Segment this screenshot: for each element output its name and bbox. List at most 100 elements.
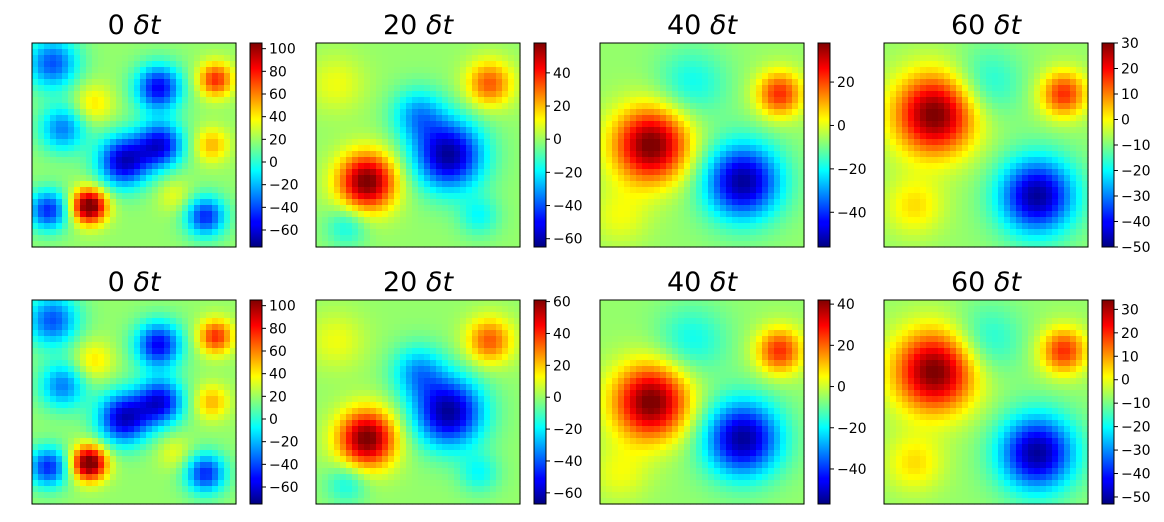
- heatmap-cell: [340, 109, 347, 116]
- heatmap-cell: [618, 241, 625, 248]
- heatmap-cell: [726, 139, 733, 146]
- heatmap-cell: [364, 85, 371, 92]
- heatmap-cell: [104, 73, 111, 80]
- heatmap-cell: [612, 211, 619, 218]
- heatmap-cell: [56, 127, 63, 134]
- heatmap-cell: [436, 211, 443, 218]
- heatmap-cell: [606, 151, 613, 158]
- heatmap-cell: [406, 97, 413, 104]
- heatmap-cell: [128, 306, 135, 313]
- heatmap-cell: [956, 127, 963, 134]
- heatmap-cell: [962, 79, 969, 86]
- heatmap-cell: [460, 67, 467, 74]
- heatmap-cell: [998, 67, 1005, 74]
- heatmap-cell: [630, 205, 637, 212]
- heatmap-cell: [62, 223, 69, 230]
- heatmap-cell: [1058, 187, 1065, 194]
- heatmap-cell: [980, 187, 987, 194]
- heatmap-cell: [116, 139, 123, 146]
- heatmap-cell: [134, 300, 141, 307]
- heatmap-cell: [122, 145, 129, 152]
- heatmap-cell: [1058, 115, 1065, 122]
- heatmap-cell: [720, 145, 727, 152]
- heatmap-cell: [738, 193, 745, 200]
- heatmap-cell: [478, 139, 485, 146]
- heatmap-cell: [956, 67, 963, 74]
- heatmap-cell: [780, 97, 787, 104]
- heatmap-cell: [394, 133, 401, 140]
- heatmap-cell: [74, 163, 81, 170]
- heatmap-cell: [32, 127, 39, 134]
- heatmap-cell: [418, 79, 425, 86]
- heatmap-cell: [62, 55, 69, 62]
- heatmap-cell: [496, 139, 503, 146]
- heatmap-cell: [62, 61, 69, 68]
- heatmap-cell: [98, 241, 105, 248]
- heatmap-cell: [618, 109, 625, 116]
- heatmap-cell: [346, 85, 353, 92]
- heatmap-cell: [798, 145, 805, 152]
- heatmap-cell: [128, 139, 135, 146]
- heatmap-cell: [514, 61, 521, 68]
- heatmap-cell: [376, 199, 383, 206]
- heatmap-cell: [714, 85, 721, 92]
- heatmap-cell: [690, 73, 697, 80]
- heatmap-cell: [218, 330, 225, 337]
- heatmap-cell: [1064, 163, 1071, 170]
- heatmap-cell: [974, 115, 981, 122]
- heatmap-cell: [726, 133, 733, 140]
- heatmap-cell: [448, 151, 455, 158]
- heatmap-cell: [986, 139, 993, 146]
- heatmap-cell: [80, 193, 87, 200]
- heatmap-cell: [962, 181, 969, 188]
- heatmap-cell: [690, 115, 697, 122]
- heatmap-cell: [68, 91, 75, 98]
- heatmap-cell: [74, 55, 81, 62]
- heatmap-cell: [418, 61, 425, 68]
- heatmap-cell: [720, 115, 727, 122]
- heatmap-cell: [206, 151, 213, 158]
- heatmap-cell: [612, 193, 619, 200]
- heatmap-cell: [134, 235, 141, 242]
- heatmap-cell: [708, 157, 715, 164]
- heatmap-cell: [920, 55, 927, 62]
- heatmap-cell: [896, 181, 903, 188]
- heatmap-cell: [454, 103, 461, 110]
- heatmap-cell: [678, 127, 685, 134]
- heatmap-cell: [1028, 181, 1035, 188]
- heatmap-cell: [170, 67, 177, 74]
- colorbar-tick-label: 30: [1121, 36, 1139, 52]
- heatmap-cell: [146, 211, 153, 218]
- heatmap-cell: [490, 241, 497, 248]
- heatmap-cell: [786, 85, 793, 92]
- heatmap-cell: [908, 205, 915, 212]
- heatmap-cell: [182, 133, 189, 140]
- heatmap-cell: [490, 211, 497, 218]
- heatmap-cell: [600, 43, 607, 50]
- heatmap-cell: [956, 133, 963, 140]
- heatmap-cell: [914, 73, 921, 80]
- heatmap-cell: [636, 121, 643, 128]
- heatmap-cell: [484, 115, 491, 122]
- heatmap-cell: [986, 97, 993, 104]
- heatmap-cell: [618, 205, 625, 212]
- heatmap-cell: [654, 235, 661, 242]
- heatmap-cell: [116, 109, 123, 116]
- heatmap-cell: [986, 211, 993, 218]
- heatmap-cell: [508, 49, 515, 56]
- heatmap-cell: [666, 241, 673, 248]
- heatmap-cell: [1004, 151, 1011, 158]
- heatmap-cell: [908, 73, 915, 80]
- heatmap-cell: [798, 229, 805, 236]
- heatmap-cell: [412, 163, 419, 170]
- heatmap-cell: [376, 109, 383, 116]
- heatmap-cell: [472, 145, 479, 152]
- heatmap-cell: [116, 157, 123, 164]
- heatmap-cell: [194, 336, 201, 343]
- heatmap-cell: [406, 163, 413, 170]
- heatmap-cell: [98, 79, 105, 86]
- heatmap-cell: [62, 91, 69, 98]
- heatmap-cell: [346, 235, 353, 242]
- heatmap-cell: [980, 55, 987, 62]
- heatmap-cell: [38, 55, 45, 62]
